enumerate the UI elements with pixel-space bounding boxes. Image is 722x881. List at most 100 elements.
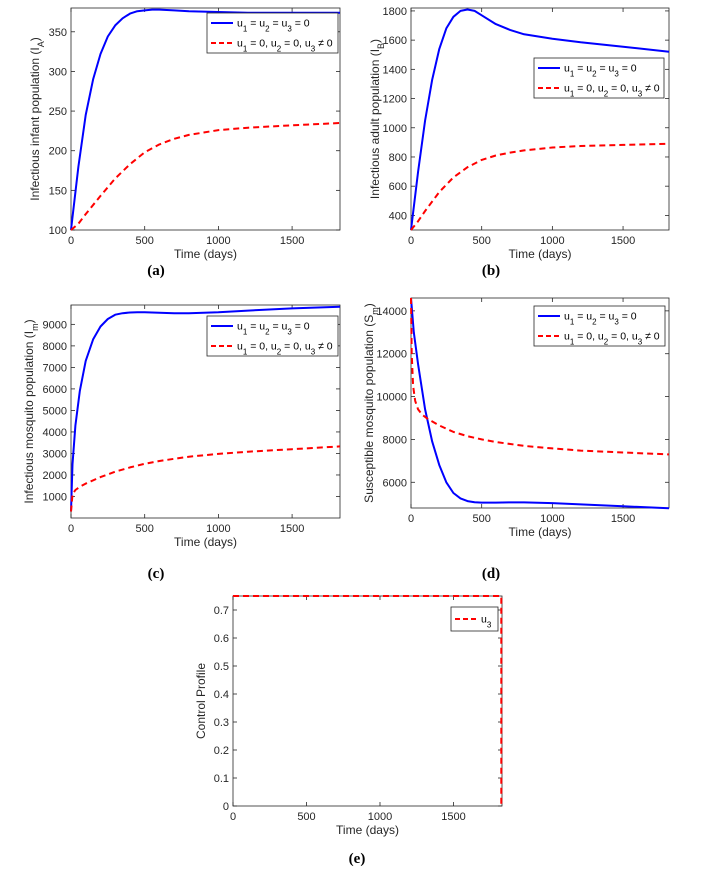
legend-label: u1 = 0, u2 = 0, u3 ≠ 0: [564, 83, 660, 99]
y-axis-label: Infectious mosquito population (Im): [22, 319, 40, 503]
legend-label: u1 = u2 = u3 = 0: [237, 18, 310, 34]
y-tick-label: 400: [389, 210, 407, 222]
legend-label: u1 = u2 = u3 = 0: [564, 63, 637, 79]
x-tick-label: 1000: [540, 235, 564, 247]
x-tick-label: 1500: [441, 811, 465, 823]
y-tick-label: 150: [49, 185, 67, 197]
y-tick-label: 1800: [383, 6, 407, 18]
chart-panel-1: 0 500 1000 1500 100 150 200 250 300 350 Time (days…: [28, 7, 341, 279]
y-tick-label: 0.5: [214, 661, 229, 673]
x-tick-label: 500: [473, 513, 491, 525]
y-tick-label: 10000: [376, 392, 407, 404]
y-tick-label: 250: [49, 106, 67, 118]
legend-box: [533, 57, 665, 99]
x-tick-label: 0: [408, 235, 414, 247]
x-tick-label: 500: [136, 235, 154, 247]
y-tick-label: 8000: [43, 341, 67, 353]
y-tick-label: 6000: [43, 384, 67, 396]
legend: u1 = u2 = u3 = 0 u1 = 0, u2 = 0, u3 ≠ 0: [206, 315, 339, 357]
legend-box: [206, 12, 339, 54]
y-tick-label: 350: [49, 27, 67, 39]
panel-caption: (a): [147, 263, 165, 279]
panel-caption: (c): [148, 566, 165, 582]
legend-label: u1 = 0, u2 = 0, u3 ≠ 0: [237, 38, 333, 54]
series-line-1: [410, 297, 670, 510]
y-tick-label: 9000: [43, 319, 67, 331]
chart-panel-2: 0 500 1000 1500 400 600 800 1000 1200 1400 1600 180…: [368, 6, 670, 279]
y-tick-label: 2000: [43, 470, 67, 482]
legend: u1 = u2 = u3 = 0 u1 = 0, u2 = 0, u3 ≠ 0: [533, 57, 665, 99]
legend-box: [533, 305, 666, 347]
y-tick-label: 1400: [383, 64, 407, 76]
y-tick-label: 7000: [43, 362, 67, 374]
y-tick-label: 100: [49, 225, 67, 237]
y-tick-label: 3000: [43, 448, 67, 460]
y-tick-label: 0.4: [214, 689, 229, 701]
panel-caption: (d): [482, 566, 500, 582]
legend-label: u1 = u2 = u3 = 0: [237, 321, 310, 337]
y-tick-label: 1000: [383, 123, 407, 135]
series-line-2: [70, 122, 341, 231]
y-axis-label: Susceptible mosquito population (Sm): [362, 303, 380, 503]
series-line-1: [70, 8, 340, 231]
x-tick-label: 1500: [611, 513, 635, 525]
series-line-1: [410, 8, 670, 231]
x-tick-label: 0: [68, 523, 74, 535]
x-tick-label: 0: [68, 235, 74, 247]
chart-panel-4: 0 500 1000 1500 6000 8000 10000 12000 14000 Time …: [362, 297, 670, 582]
y-tick-label: 200: [49, 146, 67, 158]
legend: u3: [450, 606, 499, 632]
y-tick-label: 0.1: [214, 773, 229, 785]
x-tick-label: 1000: [368, 811, 392, 823]
x-axis-label: Time (days): [509, 525, 572, 539]
legend: u1 = u2 = u3 = 0 u1 = 0, u2 = 0, u3 ≠ 0: [206, 12, 339, 54]
x-tick-label: 1000: [540, 513, 564, 525]
y-tick-label: 0.2: [214, 745, 229, 757]
panel-caption: (b): [482, 263, 500, 279]
x-tick-label: 500: [473, 235, 491, 247]
legend-label: u1 = 0, u2 = 0, u3 ≠ 0: [564, 331, 660, 347]
x-tick-label: 1000: [206, 523, 230, 535]
series-line-2: [70, 445, 341, 512]
y-axis-label: Infectious adult population (IB): [368, 39, 386, 199]
legend-label: u1 = 0, u2 = 0, u3 ≠ 0: [237, 341, 333, 357]
chart-panel-3: 0 500 1000 1500 1000 2000 3000 4000 5000 6000 7000…: [22, 304, 341, 582]
y-tick-label: 1000: [43, 491, 67, 503]
x-tick-label: 500: [136, 523, 154, 535]
x-tick-label: 1500: [280, 235, 304, 247]
y-tick-label: 300: [49, 66, 67, 78]
legend: u1 = u2 = u3 = 0 u1 = 0, u2 = 0, u3 ≠ 0: [533, 305, 666, 347]
x-tick-label: 0: [230, 811, 236, 823]
y-tick-label: 800: [389, 152, 407, 164]
legend-label: u3: [481, 614, 492, 630]
x-tick-label: 1500: [280, 523, 304, 535]
x-tick-label: 1500: [611, 235, 635, 247]
x-axis-label: Time (days): [174, 247, 237, 261]
y-tick-label: 12000: [376, 349, 407, 361]
y-tick-label: 0.7: [214, 605, 229, 617]
y-tick-label: 0.3: [214, 717, 229, 729]
x-tick-label: 1000: [206, 235, 230, 247]
y-tick-label: 6000: [383, 477, 407, 489]
y-tick-label: 1200: [383, 94, 407, 106]
x-axis-label: Time (days): [336, 823, 399, 837]
series-line-2: [410, 297, 670, 456]
chart-panel-5: 0 500 1000 1500 0 0.1 0.2 0.3 0.4 0.5 0.6 0.7 Time (…: [194, 595, 503, 867]
x-axis-label: Time (days): [509, 247, 572, 261]
y-tick-label: 1600: [383, 35, 407, 47]
x-tick-label: 500: [297, 811, 315, 823]
y-tick-label: 5000: [43, 405, 67, 417]
y-tick-label: 4000: [43, 427, 67, 439]
plot-area: [410, 7, 670, 231]
y-tick-label: 8000: [383, 434, 407, 446]
y-axis-label: Control Profile: [194, 663, 208, 739]
y-axis-label: Infectious infant population (IA): [28, 37, 46, 200]
x-axis-label: Time (days): [174, 535, 237, 549]
legend-label: u1 = u2 = u3 = 0: [564, 311, 637, 327]
y-tick-label: 0: [223, 801, 229, 813]
legend-box: [206, 315, 339, 357]
y-tick-label: 600: [389, 181, 407, 193]
x-tick-label: 0: [408, 513, 414, 525]
panel-caption: (e): [349, 851, 366, 867]
